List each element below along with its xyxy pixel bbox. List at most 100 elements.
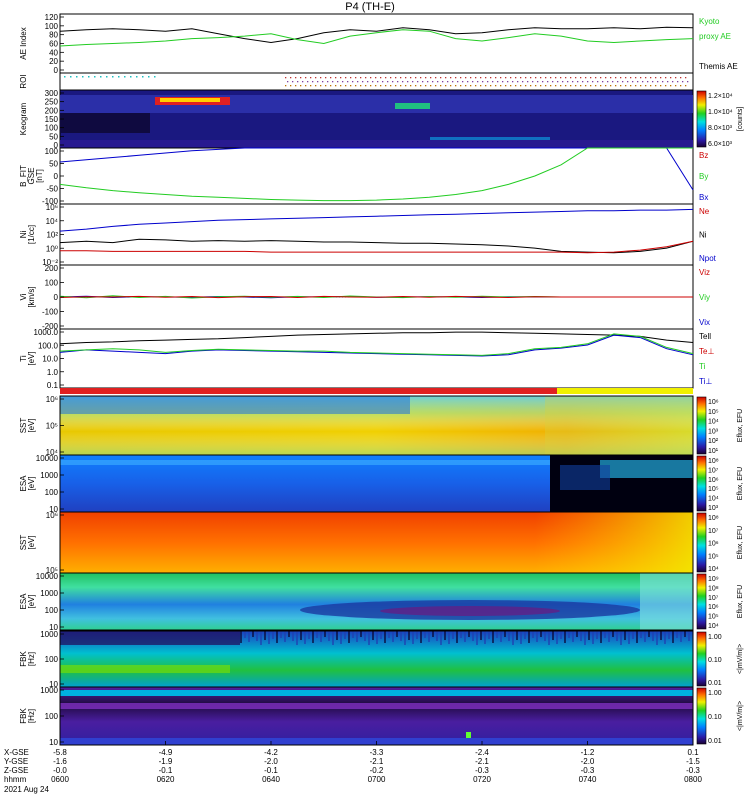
tick-label: 10000 <box>36 454 59 463</box>
colorbar-tick: 10⁷ <box>708 528 719 535</box>
ylabel-ni: [1/cc] <box>27 225 36 244</box>
colorbar-tick: 6.0×10³ <box>708 141 733 148</box>
legend-entry: Kyoto <box>699 17 720 26</box>
tick-label: 200 <box>45 106 59 115</box>
legend-entry: Te⊥ <box>699 347 714 356</box>
keogram-peak <box>160 98 220 102</box>
footer-value: 0620 <box>157 775 175 784</box>
tick-label: 80 <box>49 31 58 40</box>
colorbar-kp: 1.2×10⁴ 1.0×10⁴ 8.0×10³ 6.0×10³ [counts] <box>696 90 744 148</box>
legend-entry: Tell <box>699 332 711 341</box>
tick-label: 100 <box>45 488 59 497</box>
tick-label: 60 <box>49 40 58 49</box>
footer-value: -2.1 <box>370 757 384 766</box>
colorbar-sst1: 10⁶ 10⁵ 10⁴ 10³ 10² 10¹ Eflux, EFU <box>696 396 744 455</box>
colorbar-sst2: 10⁸ 10⁷ 10⁶ 10⁵ 10⁴ Eflux, EFU <box>696 512 744 573</box>
axis-fbk1: FBK [Hz] 1000 100 10 <box>19 630 64 689</box>
colorbar-tick: 10⁷ <box>708 595 719 602</box>
footer-value: -0.1 <box>159 766 173 775</box>
tick-label: 1000 <box>40 589 58 598</box>
legend-bfit: Bz By Bx <box>699 151 708 202</box>
tick-label: 0.1 <box>47 381 59 390</box>
legend-ti: Tell Te⊥ Ti Ti⊥ <box>699 332 714 386</box>
tick-label: 10⁶ <box>46 395 58 404</box>
tick-label: 10⁻² <box>42 258 58 267</box>
footer-value: -2.0 <box>581 757 595 766</box>
fbk2-spike <box>466 732 471 743</box>
tick-label: 120 <box>45 13 59 22</box>
axis-sst1: SST [eV] 10⁶ 10⁵ 10⁴ <box>19 395 64 457</box>
tick-label: 10⁴ <box>46 217 59 226</box>
footer-row-label: X-GSE <box>4 748 29 757</box>
footer-value: 0800 <box>684 775 702 784</box>
footer-value: -4.2 <box>264 748 278 757</box>
tick-label: 300 <box>45 89 59 98</box>
ylabel-esa2: ESA <box>19 593 28 610</box>
temperature-panel <box>59 328 694 389</box>
colorbar-tick: 10⁸ <box>708 458 719 465</box>
ylabel-bfit: GSE <box>27 168 36 185</box>
colorbar-tick: 10⁴ <box>708 496 719 503</box>
footer-value: -0.3 <box>686 766 700 775</box>
tick-label: 100 <box>45 655 59 664</box>
footer-value: -4.9 <box>159 748 173 757</box>
fbk-scm1-spectrogram <box>59 686 694 746</box>
ylabel-sst2: SST <box>19 535 28 551</box>
footer-value: -0.3 <box>581 766 595 775</box>
series-line-tell <box>59 331 694 345</box>
tick-label: 100 <box>45 279 59 288</box>
footer-value: -2.0 <box>264 757 278 766</box>
series-line-kyoto-ae <box>59 29 694 47</box>
mode-bar-fast <box>60 388 557 394</box>
tick-label: 150 <box>45 115 59 124</box>
velocity-panel <box>59 264 694 330</box>
legend-ae: Kyoto proxy AE Themis AE <box>699 17 738 71</box>
footer-value: 0600 <box>51 775 69 784</box>
colorbar-tick: 10⁶ <box>708 604 719 611</box>
colorbar-label: [counts] <box>737 107 744 132</box>
tick-label: 100.0 <box>38 341 59 350</box>
ylabel-sst2: [eV] <box>27 535 36 549</box>
tick-label: 1000.0 <box>34 328 59 337</box>
colorbar-tick: 0.10 <box>708 657 722 664</box>
tick-label: -100 <box>42 197 59 206</box>
density-panel <box>59 203 694 266</box>
tick-label: 10⁵ <box>46 422 58 431</box>
footer-value: -1.6 <box>53 757 67 766</box>
colorbar-tick: 10⁶ <box>708 399 719 406</box>
tick-label: 1000 <box>40 630 58 639</box>
ylabel-roi: ROI <box>19 74 28 88</box>
ylabel-sst1: [eV] <box>27 418 36 432</box>
ae-index-panel <box>59 13 694 74</box>
tick-label: 10 <box>49 505 58 514</box>
tick-label: 10² <box>46 231 58 240</box>
ylabel-esa1: ESA <box>19 475 28 492</box>
date-label: 2021 Aug 24 <box>4 785 49 794</box>
esa-ion-spectrogram <box>59 454 694 513</box>
footer-value: -2.4 <box>475 748 489 757</box>
footer-value: -5.8 <box>53 748 67 757</box>
colorbar-tick: 10⁴ <box>708 566 719 573</box>
ylabel-fbk2: FBK <box>19 708 28 724</box>
legend-ni: Ne Ni Npot <box>699 207 717 263</box>
colorbar-fbk1: 1.00 0.10 0.01 <|mV/m|> <box>696 631 744 687</box>
colorbar-tick: 0.10 <box>708 714 722 721</box>
sst-ion-spectrogram <box>59 395 694 456</box>
tick-label: -50 <box>46 185 58 194</box>
legend-entry: Ti <box>699 362 706 371</box>
tick-label: 0 <box>54 66 59 75</box>
tick-label: 1000 <box>40 686 58 695</box>
series-line-ni <box>59 238 694 254</box>
tick-label: 20 <box>49 57 58 66</box>
footer-value: -1.2 <box>581 748 595 757</box>
footer-value: -1.5 <box>686 757 700 766</box>
ylabel-bfit: B_FIT <box>19 165 28 187</box>
roi-panel <box>59 72 694 91</box>
colorbar-tick: 10⁴ <box>708 623 719 630</box>
footer-value: -3.3 <box>370 748 384 757</box>
legend-entry: Npot <box>699 254 717 263</box>
colorbar-label: <|mV/m|> <box>737 701 744 731</box>
ylabel-esa2: [eV] <box>27 594 36 608</box>
